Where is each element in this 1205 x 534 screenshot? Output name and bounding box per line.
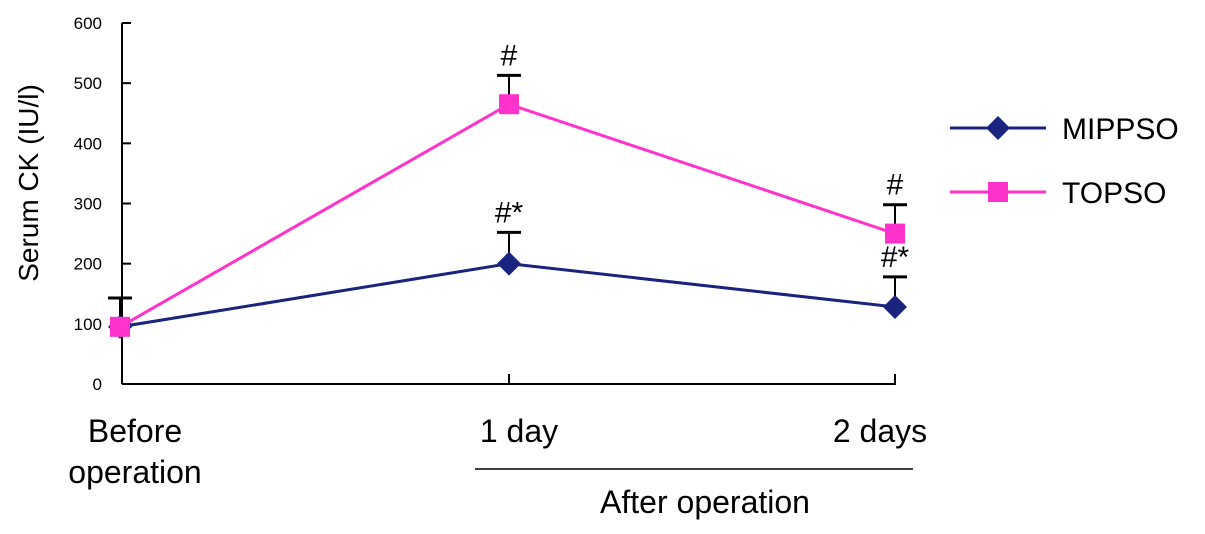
x-tick-label: 2 days [833,413,927,449]
data-point [110,316,130,337]
legend-marker [988,182,1008,202]
legend-label: MIPPSO [1062,113,1179,146]
legend-marker [986,116,1010,140]
data-point [499,94,519,115]
y-tick-label: 500 [74,74,102,93]
series-layer: #*#*## [108,39,910,339]
significance-annotation: #* [881,241,910,274]
legend-label: TOPSO [1062,177,1166,210]
y-tick-label: 600 [74,14,102,33]
x-tick-label: operation [68,454,201,490]
series-mippso: #* #* [108,196,910,339]
group-label: After operation [600,484,810,520]
y-axis: 0 100 200 300 400 500 600 [74,14,131,394]
series-topso: ## [110,39,907,337]
data-point [885,223,905,244]
significance-annotation: #* [495,196,524,229]
y-axis-label: Serum CK (IU/l) [13,84,44,282]
category-labels: Before operation 1 day 2 days [68,413,927,490]
legend-item-mippso: MIPPSO [950,113,1179,146]
significance-annotation: # [501,39,518,72]
x-tick-label: Before [88,413,182,449]
y-tick-label: 200 [74,255,102,274]
x-tick-label: 1 day [480,413,558,449]
y-tick-label: 400 [74,134,102,153]
y-tick-label: 100 [74,315,102,334]
significance-annotation: # [887,169,904,202]
legend: MIPPSO TOPSO [950,113,1179,210]
y-tick-label: 300 [74,195,102,214]
data-point [883,294,907,319]
x-axis [122,374,896,385]
data-point [497,251,521,276]
y-tick-label: 0 [93,375,102,394]
legend-item-topso: TOPSO [950,177,1166,210]
